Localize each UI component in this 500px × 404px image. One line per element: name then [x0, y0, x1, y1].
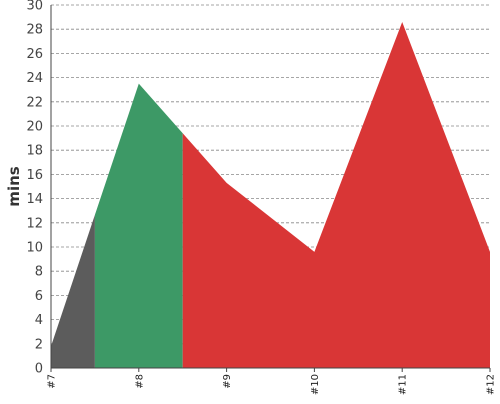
x-tick-label: #8 — [134, 374, 145, 389]
y-tick-label: 2 — [35, 337, 43, 352]
y-tick-label: 0 — [35, 362, 43, 377]
y-tick-label: 20 — [26, 120, 43, 135]
x-tick-label: #7 — [47, 374, 58, 389]
y-axis-label: mins — [5, 166, 23, 206]
y-tick-label: 28 — [26, 23, 43, 38]
y-tick-label: 12 — [26, 216, 43, 231]
x-tick-label: #11 — [398, 374, 409, 395]
y-tick-label: 14 — [26, 192, 43, 207]
y-tick-label: 26 — [26, 47, 43, 62]
x-tick-label: #9 — [222, 374, 233, 389]
y-tick-label: 6 — [35, 289, 43, 304]
y-tick-label: 30 — [26, 0, 43, 14]
x-tick-label: #10 — [310, 374, 321, 395]
area-segment-2 — [182, 21, 490, 368]
area-segment-1 — [94, 83, 183, 369]
y-tick-label: 10 — [26, 241, 43, 256]
y-tick-label: 18 — [26, 144, 43, 159]
y-tick-label: 16 — [26, 168, 43, 183]
y-tick-label: 24 — [26, 71, 43, 86]
area-segment-0 — [51, 214, 95, 368]
x-tick-labels: #7 #8 #9 #10 #11 #12 — [47, 368, 497, 395]
y-tick-label: 22 — [26, 95, 43, 110]
area-series — [51, 21, 490, 369]
y-tick-label: 4 — [35, 313, 43, 328]
x-tick-label: #12 — [486, 374, 497, 395]
y-tick-label: 8 — [35, 265, 43, 280]
axes — [50, 5, 490, 369]
